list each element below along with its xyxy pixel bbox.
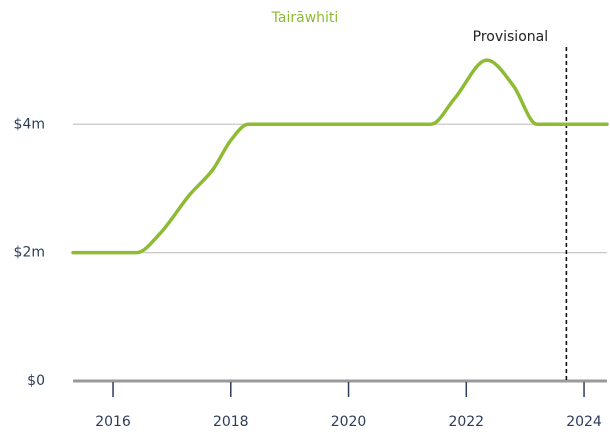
y-tick-label: $2m xyxy=(14,245,45,261)
x-tick-label: 2020 xyxy=(331,414,367,430)
x-tick-label: 2016 xyxy=(95,414,131,430)
x-tick-label: 2022 xyxy=(448,414,484,430)
x-tick-label: 2024 xyxy=(566,414,602,430)
y-tick-label: $4m xyxy=(14,116,45,132)
x-tick-label: 2018 xyxy=(213,414,249,430)
line xyxy=(71,58,609,255)
y-tick-label: $0 xyxy=(27,373,45,389)
chart-title: Tairāwhiti xyxy=(271,10,339,26)
annotation: Provisional xyxy=(473,29,548,45)
